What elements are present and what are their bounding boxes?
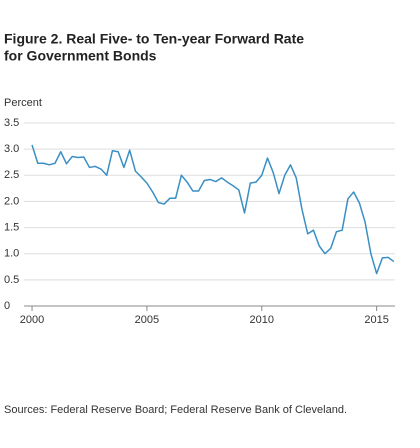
x-tick-label: 2010 [250, 314, 274, 326]
y-tick-label: 0 [4, 300, 10, 312]
y-tick-label: 2.0 [4, 195, 19, 207]
chart-title: Figure 2. Real Five- to Ten-year Forward… [4, 31, 304, 47]
chart-title: for Government Bonds [4, 48, 157, 64]
x-tick-label: 2015 [364, 314, 388, 326]
x-tick-label: 2005 [135, 314, 159, 326]
x-tick-label: 2000 [20, 314, 44, 326]
y-tick-label: 1.0 [4, 248, 19, 260]
source-note: Sources: Federal Reserve Board; Federal … [4, 404, 347, 416]
y-tick-label: 1.5 [4, 221, 19, 233]
y-tick-label: 0.5 [4, 274, 19, 286]
y-tick-label: 2.5 [4, 169, 19, 181]
data-line [31, 144, 395, 275]
y-tick-label: 3.5 [4, 117, 19, 129]
y-axis-label: Percent [4, 97, 42, 109]
y-tick-label: 3.0 [4, 143, 19, 155]
